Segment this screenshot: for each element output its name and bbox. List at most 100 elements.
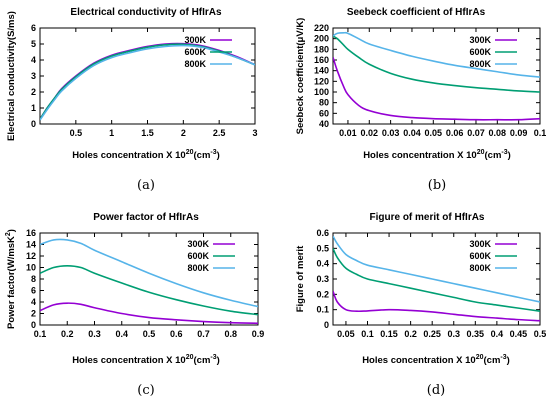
label-part: (cm xyxy=(485,150,502,161)
label-part: Electrical conductivity(S/ms) xyxy=(6,11,17,141)
y-tick-label: 8 xyxy=(31,274,36,284)
label-part: Figure of merit xyxy=(295,245,306,312)
label-part: (cm xyxy=(194,355,211,366)
x-tick-label: 0.05 xyxy=(425,128,443,138)
chart-title: Power factor of HfIrAs xyxy=(93,212,199,223)
x-tick-label: 0.15 xyxy=(380,329,398,339)
plot-frame xyxy=(39,27,256,125)
series-line-600K xyxy=(333,247,540,312)
x-tick-label: 2.5 xyxy=(213,128,226,138)
chart-title: Electrical conductivity of HfIrAs xyxy=(70,7,222,18)
legend-label: 800K xyxy=(469,59,491,69)
y-tick-label: 160 xyxy=(314,55,329,65)
chart-panel-a: Electrical conductivity of HfIrAs 0.5 1 1.5… xyxy=(6,7,258,193)
x-tick-label: 0.01 xyxy=(339,128,357,138)
x-tick-label: 1.5 xyxy=(141,128,154,138)
label-part: (cm xyxy=(484,355,501,366)
y-tick-label: 60 xyxy=(319,108,329,118)
x-tick-label: 0.5 xyxy=(70,128,83,138)
y-axis-label: Figure of merit xyxy=(295,245,306,312)
series-line-300K xyxy=(333,57,540,121)
y-tick-label: 12 xyxy=(26,251,36,261)
x-tick-label: 0.4 xyxy=(115,329,128,339)
label-part: 20 xyxy=(186,149,194,156)
legend-label: 800K xyxy=(184,59,206,69)
x-tick-label: 0.09 xyxy=(510,128,528,138)
label-part: ) xyxy=(507,355,510,366)
y-tick-label: 0 xyxy=(324,320,329,330)
x-axis-label: Holes concentration X 1020(cm-3) xyxy=(362,354,510,366)
label-part: ) xyxy=(217,150,220,161)
legend-label: 300K xyxy=(187,239,209,249)
y-tick-label: 140 xyxy=(314,66,329,76)
label-part: -3 xyxy=(210,149,216,156)
series-line-800K xyxy=(333,235,540,303)
y-tick-label: 6 xyxy=(31,286,36,296)
y-tick-label: 4 xyxy=(31,297,36,307)
legend-label: 300K xyxy=(469,239,491,249)
panel-caption: (d) xyxy=(427,383,445,398)
label-part: -3 xyxy=(500,354,506,361)
x-tick-label: 1 xyxy=(109,128,114,138)
chart-title: Seebeck coefficient of HfIrAs xyxy=(347,7,486,18)
legend-label: 600K xyxy=(469,47,491,57)
y-tick-label: 40 xyxy=(319,119,329,129)
y-tick-label: 4 xyxy=(31,55,36,65)
x-tick-label: 0.07 xyxy=(467,128,485,138)
chart-panel-c: Power factor of HfIrAs 0.1 0.2 0.3 0.4 0.5 0.6… xyxy=(5,212,264,398)
y-tick-label: 2 xyxy=(31,87,36,97)
label-part: 2 xyxy=(5,232,12,236)
panel-caption: (c) xyxy=(137,383,154,398)
x-tick-label: 0.2 xyxy=(61,329,74,339)
x-tick-label: 0.06 xyxy=(446,128,464,138)
y-tick-label: 0.1 xyxy=(316,305,329,315)
y-axis-label: Seebeck coefficient(μV/K) xyxy=(295,18,306,135)
label-part: Seebeck coefficient(μV/K) xyxy=(295,18,306,135)
legend-label: 800K xyxy=(187,263,209,273)
y-tick-label: 14 xyxy=(26,240,36,250)
y-tick-label: 0 xyxy=(31,119,36,129)
x-tick-label: 0.2 xyxy=(404,329,417,339)
label-part: Holes concentration X 10 xyxy=(72,150,186,161)
series-line-800K xyxy=(40,238,258,308)
x-tick-label: 0.8 xyxy=(224,329,237,339)
series-line-600K xyxy=(333,35,540,93)
x-tick-label: 0.5 xyxy=(534,329,547,339)
x-tick-label: 0.25 xyxy=(423,329,441,339)
x-tick-label: 0.05 xyxy=(337,329,355,339)
chart-panel-d: Figure of merit of HfIrAs 0.05 0.1 0.15 0.2 0… xyxy=(295,212,546,398)
legend-label: 300K xyxy=(469,35,491,45)
series-line-800K xyxy=(333,31,540,78)
chart-title: Figure of merit of HfIrAs xyxy=(369,212,484,223)
label-part: 20 xyxy=(476,354,484,361)
y-tick-label: 220 xyxy=(314,23,329,33)
x-tick-label: 0.02 xyxy=(361,128,379,138)
x-tick-label: 0.4 xyxy=(491,329,504,339)
legend-label: 600K xyxy=(187,251,209,261)
x-tick-label: 0.04 xyxy=(403,128,421,138)
y-axis-label: Electrical conductivity(S/ms) xyxy=(6,11,17,141)
y-tick-label: 0 xyxy=(31,320,36,330)
y-tick-label: 0.2 xyxy=(316,289,329,299)
legend-label: 800K xyxy=(469,263,491,273)
x-tick-label: 0.1 xyxy=(534,128,547,138)
label-part: Holes concentration X 10 xyxy=(363,150,477,161)
y-tick-label: 1 xyxy=(31,103,36,113)
label-part: ) xyxy=(6,229,17,232)
y-tick-label: 2 xyxy=(31,309,36,319)
label-part: Holes concentration X 10 xyxy=(72,355,186,366)
x-tick-label: 0.5 xyxy=(143,329,156,339)
label-part: (cm xyxy=(194,150,211,161)
x-tick-label: 0.35 xyxy=(467,329,485,339)
legend-label: 300K xyxy=(184,35,206,45)
y-tick-label: 0.3 xyxy=(316,274,329,284)
panel-caption: (b) xyxy=(428,178,446,193)
y-tick-label: 200 xyxy=(314,34,329,44)
label-part: ) xyxy=(217,355,220,366)
x-tick-label: 0.1 xyxy=(34,329,47,339)
label-part: Power factor(W/msK xyxy=(6,236,17,329)
y-tick-label: 3 xyxy=(31,71,36,81)
x-axis-label: Holes concentration X 1020(cm-3) xyxy=(72,149,220,161)
plot-frame xyxy=(39,232,259,326)
